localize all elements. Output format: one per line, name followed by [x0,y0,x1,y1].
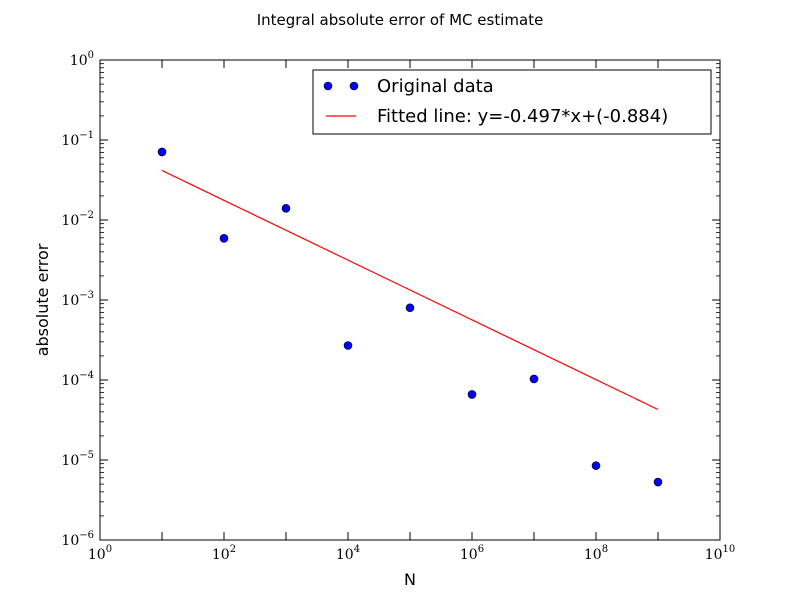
data-point [591,461,601,470]
x-tick-label: 104 [336,544,360,563]
data-point [281,204,291,213]
legend-label-original-data: Original data [377,76,494,97]
legend-marker-original-data [323,81,333,91]
data-point [529,374,539,384]
y-tick-label: 10−2 [61,210,94,229]
data-point [343,341,353,350]
y-axis-label: absolute error [33,243,52,356]
data-point [653,477,663,487]
y-tick-label: 10−5 [61,450,94,469]
x-tick-label: 1010 [705,544,736,563]
axis-ticks: 100 102 104 106 108 1010 10−6 10−5 10−4 10−3 10−2 1… [61,50,735,563]
plot-frame [99,59,721,541]
plot-area [100,60,720,540]
y-tick-label: 10−1 [61,130,94,149]
legend-label-fitted: Fitted line: y=-0.497*x+(-0.884) [377,106,668,127]
y-tick-label: 10−6 [61,530,94,549]
x-tick-label: 106 [460,544,484,563]
fitted-line [161,169,659,411]
x-tick-label: 100 [88,544,112,563]
y-tick-label: 10−4 [61,370,94,389]
data-marks [157,147,663,487]
legend-marker-original-data [349,81,359,91]
data-point [405,303,415,313]
y-tick-label: 10−3 [61,290,94,309]
data-point [219,234,229,243]
x-tick-label: 102 [212,544,236,563]
x-tick-label: 108 [584,544,608,563]
y-tick-label: 100 [70,50,94,69]
x-axis-label: N [404,570,416,589]
legend-box [312,69,712,135]
data-point [467,390,477,399]
legend: Original data Fitted line: y=-0.497*x+(-… [312,69,712,135]
data-point [157,147,167,157]
chart-title: Integral absolute error of MC estimate [257,11,544,29]
